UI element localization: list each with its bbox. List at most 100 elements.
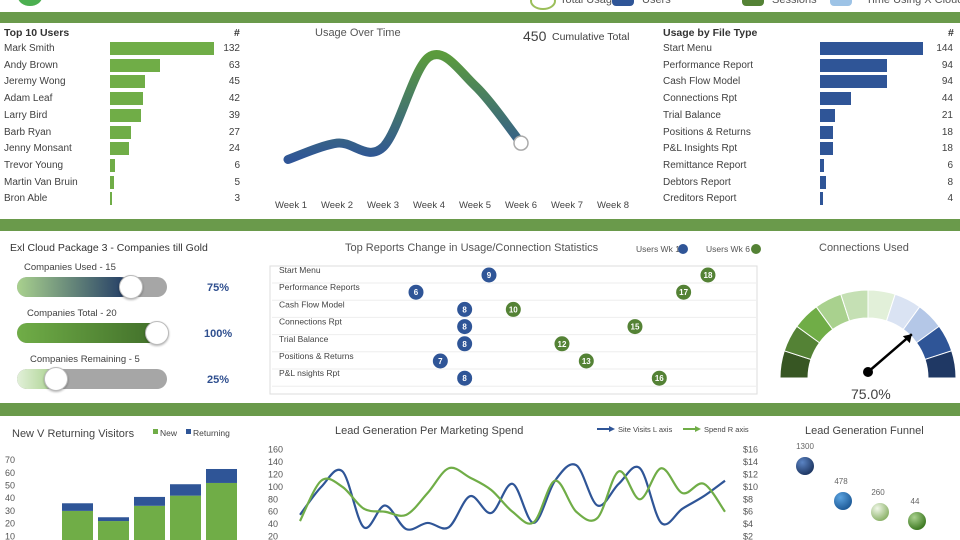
- left-y-tick: 100: [268, 482, 283, 492]
- top-user-row: Bron Able 3: [0, 192, 245, 206]
- bar-returning: [98, 517, 129, 522]
- left-y-tick: 40: [268, 519, 278, 529]
- user-count: 6: [234, 159, 240, 171]
- slider-label: Companies Remaining - 5: [30, 354, 140, 365]
- legend-label: Spend R axis: [704, 425, 749, 434]
- user-bar: [110, 192, 113, 206]
- week-label: Week 7: [551, 200, 583, 211]
- user-count: 132: [223, 43, 240, 54]
- file-type-row: Performance Report 94: [660, 58, 956, 73]
- bar-returning: [62, 503, 93, 511]
- report-wk6-point: 15: [627, 319, 643, 335]
- right-y-tick: $14: [743, 457, 758, 467]
- y-tick: 70: [5, 455, 15, 465]
- section-divider: [0, 219, 960, 231]
- right-y-tick: $2: [743, 532, 753, 540]
- bar-returning: [134, 496, 165, 506]
- user-bar: [110, 158, 115, 172]
- point-label: 16: [655, 374, 664, 383]
- bar-new: [98, 521, 129, 540]
- arrow-icon: [609, 426, 615, 432]
- slider-percent: 25%: [207, 374, 230, 386]
- slider-label: Companies Total - 20: [27, 308, 117, 319]
- point-label: 15: [631, 323, 640, 332]
- y-tick: 10: [5, 531, 15, 540]
- slider-fill: [17, 323, 167, 343]
- legend-label: Site Visits L axis: [618, 425, 672, 434]
- funnel-label: 44: [911, 497, 920, 506]
- user-count: 39: [228, 109, 240, 121]
- y-tick: 40: [5, 493, 15, 503]
- user-name: Bron Able: [4, 193, 48, 205]
- report-wk1-point: 8: [457, 336, 473, 352]
- user-count: 63: [228, 59, 240, 71]
- file-type-row: Debtors Report 8: [660, 175, 956, 190]
- user-count: 45: [228, 76, 240, 88]
- companies-slider[interactable]: [17, 323, 167, 343]
- top-user-row: Barb Ryan 27: [0, 125, 245, 140]
- left-y-tick: 160: [268, 445, 283, 455]
- slider-handle[interactable]: [118, 275, 143, 299]
- point-label: 10: [509, 305, 518, 314]
- legend-swatch: [186, 429, 191, 434]
- top-user-row: Martin Van Bruin 5: [0, 175, 245, 190]
- bar-new: [206, 482, 237, 540]
- top-user-row: Jenny Monsant 24: [0, 142, 245, 156]
- point-label: 17: [679, 288, 688, 297]
- funnel-title: Lead Generation Funnel: [805, 425, 924, 437]
- file-type-name: Trial Balance: [663, 109, 721, 121]
- usage-over-time-title: Usage Over Time: [315, 27, 401, 39]
- top-users-title: Top 10 Users: [4, 27, 70, 39]
- funnel-bubble: [796, 457, 814, 475]
- user-name: Larry Bird: [4, 109, 48, 121]
- user-bar: [110, 58, 160, 72]
- point-label: 13: [582, 357, 591, 366]
- gauge-needle: [867, 333, 913, 373]
- report-name: Cash Flow Model: [279, 299, 345, 309]
- slider-percent: 75%: [207, 282, 230, 294]
- slider-handle[interactable]: [43, 367, 68, 391]
- file-type-row: Connections Rpt 44: [660, 92, 956, 106]
- report-wk6-point: 17: [676, 284, 692, 300]
- user-name: Jeremy Wong: [4, 76, 66, 88]
- point-label: 9: [487, 271, 492, 280]
- slider-handle[interactable]: [145, 321, 169, 345]
- arrow-icon: [695, 426, 701, 432]
- file-type-row: Start Menu 144: [660, 42, 956, 56]
- gauge-segment: [924, 350, 957, 379]
- file-type-row: Positions & Returns 18: [660, 125, 956, 140]
- user-bar: [110, 42, 214, 55]
- y-tick: 60: [5, 468, 15, 478]
- user-name: Martin Van Bruin: [4, 176, 78, 188]
- right-y-tick: $8: [743, 494, 753, 504]
- file-type-name: Positions & Returns: [663, 126, 751, 138]
- top-user-row: Larry Bird 39: [0, 108, 245, 123]
- package-title: Exl Cloud Package 3 - Companies till Gol…: [10, 242, 208, 254]
- file-type-bar: [820, 42, 923, 55]
- file-type-row: P&L Insights Rpt 18: [660, 142, 956, 156]
- cumulative-label: Cumulative Total: [552, 31, 630, 43]
- connections-value: 75.0%: [851, 386, 891, 402]
- file-type-name: Remittance Report: [663, 159, 747, 171]
- file-type-count: 8: [947, 176, 953, 188]
- report-wk1-point: 7: [432, 353, 448, 369]
- file-type-count: 44: [941, 93, 953, 105]
- report-wk1-point: 8: [457, 370, 473, 386]
- file-type-name: Connections Rpt: [663, 93, 737, 105]
- user-name: Mark Smith: [4, 43, 55, 54]
- user-bar: [110, 175, 114, 189]
- funnel-label: 1300: [796, 442, 814, 451]
- user-name: Barb Ryan: [4, 126, 52, 138]
- slider-fill: [17, 277, 130, 297]
- report-name: P&L nsights Rpt: [279, 368, 340, 378]
- right-y-tick: $10: [743, 482, 758, 492]
- kpi-label: Time Using X Cloud: [866, 0, 960, 6]
- user-name: Trevor Young: [4, 159, 64, 171]
- point-label: 8: [462, 340, 467, 349]
- week-label: Week 6: [505, 200, 537, 211]
- bar-new: [170, 495, 201, 540]
- point-label: 8: [462, 374, 467, 383]
- legend-label: Users Wk 6: [706, 244, 750, 254]
- usage-line: [283, 50, 526, 164]
